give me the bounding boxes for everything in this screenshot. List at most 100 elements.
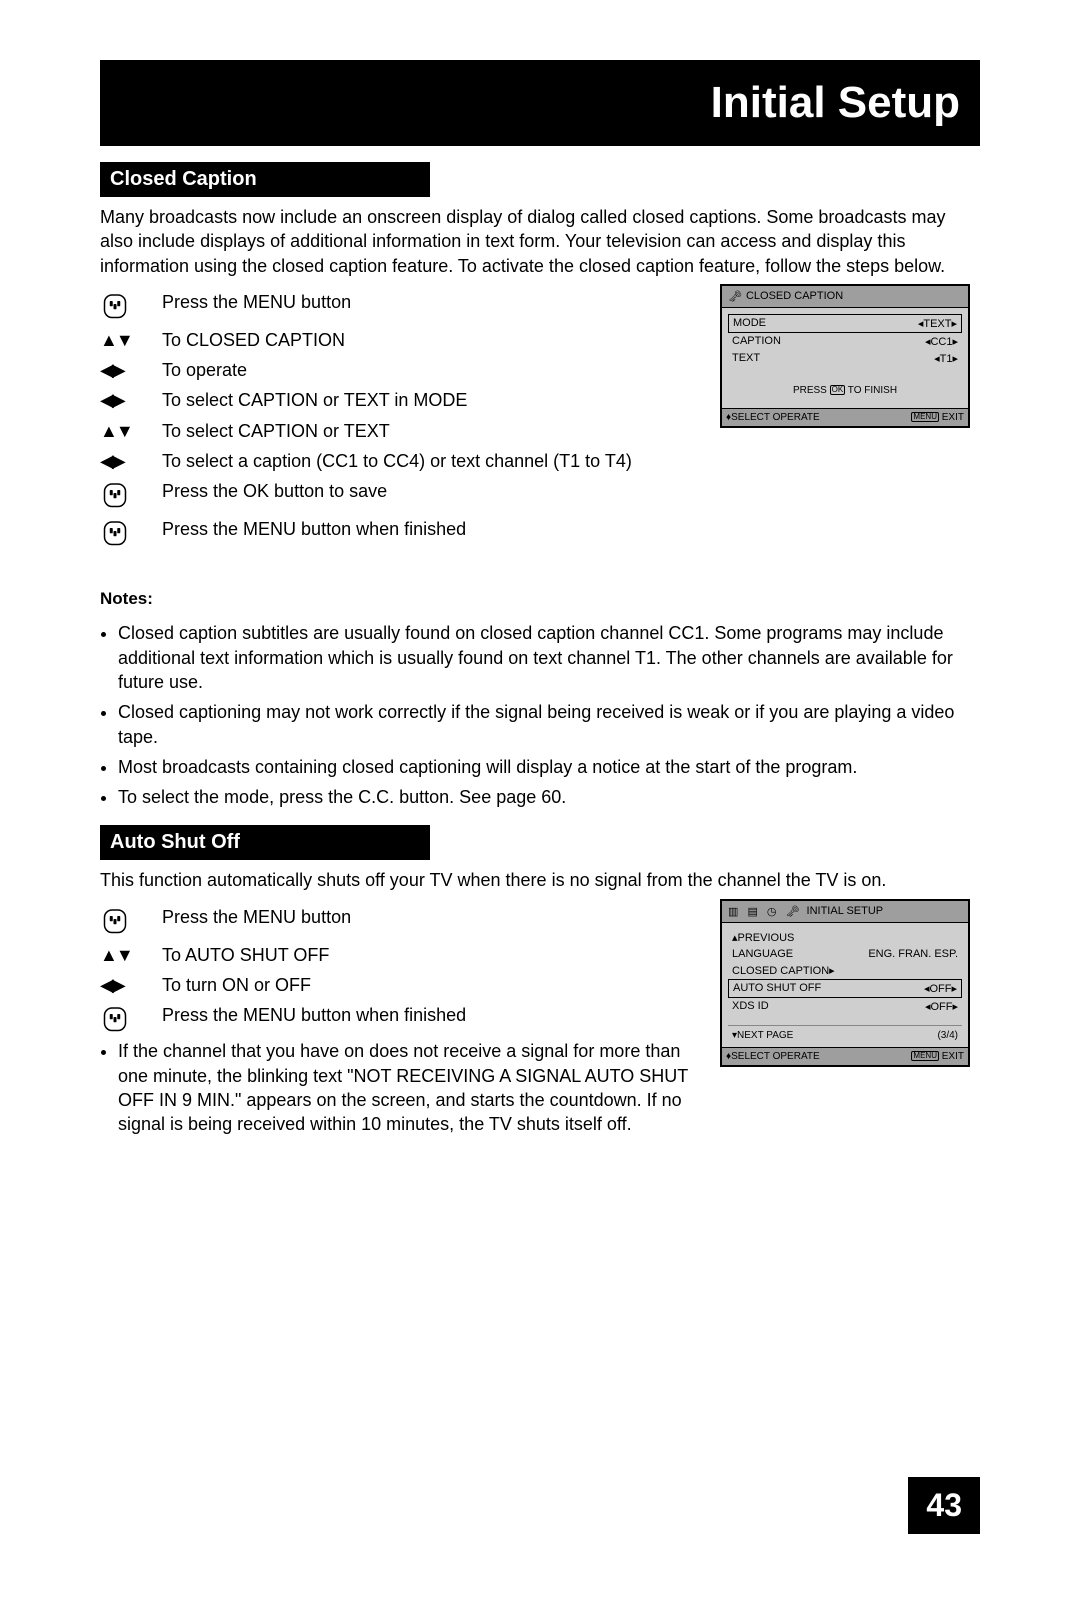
osd-row: TEXT◂T1▸ — [728, 350, 962, 367]
osd-row: AUTO SHUT OFF◂OFF▸ — [728, 979, 962, 998]
osd-row-value: ◂T1▸ — [934, 352, 958, 365]
step-icon: ◀▶ — [100, 388, 162, 411]
osd-closed-caption: 🗝 CLOSED CAPTION MODE ◂TEXT▸ CAPTION ◂CC1▸ T… — [720, 284, 970, 428]
osd-row: CAPTION ◂CC1▸ — [728, 333, 962, 350]
step-icon: ▲▼ — [100, 419, 162, 442]
osd-title: 🗝 CLOSED CAPTION — [722, 286, 968, 308]
osd2-title-text: INITIAL SETUP — [807, 905, 884, 917]
step-text: Press the MENU button when finished — [162, 517, 700, 541]
auto-shut-off-steps: Press the MENU button ▲▼ To AUTO SHUT OFF ◀… — [100, 899, 700, 1137]
step-text: To select CAPTION or TEXT — [162, 419, 700, 443]
closed-caption-steps: Press the MENU button ▲▼ To CLOSED CAPTION… — [100, 284, 700, 549]
step-icon — [100, 479, 162, 511]
osd-row-value: ◂OFF▸ — [925, 1000, 958, 1013]
remote-icon — [100, 519, 130, 549]
auto-shut-off-note-list: If the channel that you have on does not… — [100, 1039, 700, 1136]
step-icon: ◀▶ — [100, 449, 162, 472]
osd-row-label: AUTO SHUT OFF — [733, 982, 821, 994]
osd-row-label: MODE — [733, 317, 766, 329]
left-right-icon: ◀▶ — [100, 390, 124, 411]
osd-row-value: ◂CC1▸ — [925, 335, 958, 348]
step-text: To operate — [162, 358, 700, 382]
step-icon — [100, 1003, 162, 1035]
osd-tab-icons: ▥ ▤ ◷ 🗝 — [728, 905, 803, 918]
step-row: Press the MENU button when finished — [100, 1003, 700, 1035]
up-down-icon: ▲▼ — [100, 330, 132, 351]
page-banner: Initial Setup — [100, 60, 980, 146]
page-number: 43 — [908, 1477, 980, 1534]
page-title: Initial Setup — [711, 78, 960, 128]
auto-shut-off-osd-col: ▥ ▤ ◷ 🗝 INITIAL SETUP ▴PREVIOUS LANGUAGE E… — [720, 899, 980, 1137]
step-icon — [100, 290, 162, 322]
osd2-foot-right: MENU EXIT — [911, 1051, 964, 1062]
step-row: ▲▼ To AUTO SHUT OFF — [100, 943, 700, 967]
note-item: Most broadcasts containing closed captio… — [118, 755, 980, 779]
osd2-foot-left: ♦SELECT OPERATE — [726, 1051, 820, 1062]
osd-next-page: ▾NEXT PAGE(3/4) — [728, 1025, 962, 1043]
closed-caption-osd-col: 🗝 CLOSED CAPTION MODE ◂TEXT▸ CAPTION ◂CC1▸ T… — [720, 284, 980, 549]
step-icon: ◀▶ — [100, 973, 162, 996]
step-row: ◀▶ To operate — [100, 358, 700, 382]
osd2-title: ▥ ▤ ◷ 🗝 INITIAL SETUP — [722, 901, 968, 923]
auto-shut-off-row: Press the MENU button ▲▼ To AUTO SHUT OFF ◀… — [100, 899, 980, 1137]
section-heading-closed-caption: Closed Caption — [100, 162, 430, 197]
osd-row-label: CLOSED CAPTION▸ — [732, 964, 835, 977]
lock-icon: 🗝 — [728, 290, 742, 303]
osd-foot-left: ♦SELECT OPERATE — [726, 412, 820, 423]
osd-row-label: CAPTION — [732, 335, 781, 347]
closed-caption-row: Press the MENU button ▲▼ To CLOSED CAPTION… — [100, 284, 980, 549]
step-text: To turn ON or OFF — [162, 973, 700, 997]
step-row: ◀▶To select a caption (CC1 to CC4) or te… — [100, 449, 700, 473]
osd-press-finish: PRESS OK TO FINISH — [728, 385, 962, 398]
osd-foot-right: MENU EXIT — [911, 412, 964, 423]
osd-row: CLOSED CAPTION▸ — [728, 962, 962, 979]
step-text: To select a caption (CC1 to CC4) or text… — [162, 449, 700, 473]
note-item: Closed caption subtitles are usually fou… — [118, 621, 980, 694]
step-row: Press the MENU button when finished — [100, 517, 700, 549]
step-row: Press the MENU button — [100, 905, 700, 937]
step-text: Press the MENU button — [162, 905, 700, 929]
remote-icon — [100, 907, 130, 937]
osd-row: LANGUAGE ENG. FRAN. ESP. — [728, 946, 962, 962]
up-down-icon: ▲▼ — [100, 421, 132, 442]
up-down-icon: ▲▼ — [100, 945, 132, 966]
osd-row: XDS ID ◂OFF▸ — [728, 998, 962, 1015]
osd-row-label: LANGUAGE — [732, 948, 793, 960]
step-text: Press the MENU button — [162, 290, 700, 314]
osd-footer: ♦SELECT OPERATE MENU EXIT — [722, 408, 968, 426]
osd2-body: ▴PREVIOUS LANGUAGE ENG. FRAN. ESP. CLOSED C… — [722, 923, 968, 1047]
step-row: Press the OK button to save — [100, 479, 700, 511]
step-row: ▲▼ To select CAPTION or TEXT — [100, 419, 700, 443]
auto-shut-off-intro: This function automatically shuts off yo… — [100, 868, 980, 892]
remote-icon — [100, 292, 130, 322]
osd2-footer: ♦SELECT OPERATE MENU EXIT — [722, 1047, 968, 1065]
remote-icon — [100, 481, 130, 511]
osd-body: MODE ◂TEXT▸ CAPTION ◂CC1▸ TEXT◂T1▸ PRESS OK T… — [722, 308, 968, 408]
osd-row-value: ◂TEXT▸ — [918, 317, 957, 330]
osd-row-value: ENG. FRAN. ESP. — [868, 948, 958, 960]
note-item: To select the mode, press the C.C. butto… — [118, 785, 980, 809]
closed-caption-intro: Many broadcasts now include an onscreen … — [100, 205, 980, 278]
step-icon — [100, 517, 162, 549]
page-content: Initial Setup Closed Caption Many broadc… — [100, 60, 980, 1137]
step-text: To select CAPTION or TEXT in MODE — [162, 388, 700, 412]
section-heading-auto-shut-off: Auto Shut Off — [100, 825, 430, 860]
step-row: ◀▶ To select CAPTION or TEXT in MODE — [100, 388, 700, 412]
step-text: Press the MENU button when finished — [162, 1003, 700, 1027]
note-item: Closed captioning may not work correctly… — [118, 700, 980, 749]
notes-heading: Notes: — [100, 589, 980, 609]
step-text: To AUTO SHUT OFF — [162, 943, 700, 967]
left-right-icon: ◀▶ — [100, 975, 124, 996]
step-text: To CLOSED CAPTION — [162, 328, 700, 352]
step-row: ▲▼ To CLOSED CAPTION — [100, 328, 700, 352]
osd-title-text: CLOSED CAPTION — [746, 290, 843, 302]
step-icon: ◀▶ — [100, 358, 162, 381]
remote-icon — [100, 1005, 130, 1035]
osd-row-label: XDS ID — [732, 1000, 769, 1012]
osd-row: MODE ◂TEXT▸ — [728, 314, 962, 333]
step-row: ◀▶ To turn ON or OFF — [100, 973, 700, 997]
osd-previous: ▴PREVIOUS — [728, 929, 962, 946]
step-icon: ▲▼ — [100, 328, 162, 351]
step-text: Press the OK button to save — [162, 479, 700, 503]
left-right-icon: ◀▶ — [100, 360, 124, 381]
